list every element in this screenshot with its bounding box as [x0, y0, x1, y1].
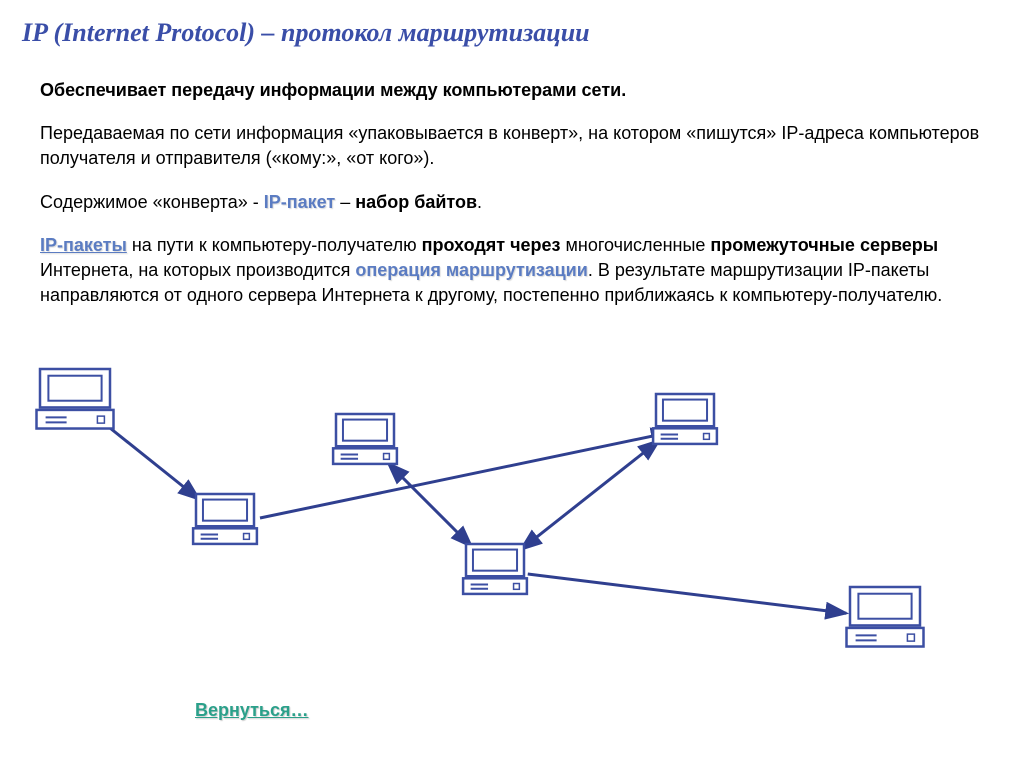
p3-emph: IP-пакет: [264, 192, 335, 212]
p3-mid: –: [335, 192, 355, 212]
p4-b1: проходят через: [422, 235, 561, 255]
computer-icon: [37, 369, 114, 429]
computer-icon: [653, 394, 717, 444]
computer-icon: [463, 544, 527, 594]
p4-t3: Интернета, на которых производится: [40, 260, 355, 280]
para-4: IP-пакеты на пути к компьютеру-получател…: [40, 233, 984, 309]
computer-icon: [847, 587, 924, 647]
back-link[interactable]: Вернуться…: [195, 700, 309, 721]
p3-bold: набор байтов: [355, 192, 477, 212]
title-part1: IP (Internet Protocol) –: [22, 18, 275, 47]
title-part2: протокол маршрутизации: [281, 18, 590, 47]
para-1: Обеспечивает передачу информации между к…: [40, 78, 984, 103]
diagram-edge: [521, 440, 659, 549]
diagram-edge: [105, 424, 199, 499]
p3-pre: Содержимое «конверта» -: [40, 192, 264, 212]
p4-emph2: операция маршрутизации: [355, 260, 587, 280]
p4-emph1: IP-пакеты: [40, 235, 127, 255]
network-diagram: [0, 360, 1024, 690]
para-3: Содержимое «конверта» - IP-пакет – набор…: [40, 190, 984, 215]
page-title: IP (Internet Protocol) – протокол маршру…: [0, 0, 1024, 48]
computer-icon: [193, 494, 257, 544]
p3-end: .: [477, 192, 482, 212]
diagram-edge: [528, 574, 847, 613]
p4-t2: многочисленные: [561, 235, 711, 255]
diagram-edge: [260, 432, 672, 518]
para-2: Передаваемая по сети информация «упаковы…: [40, 121, 984, 171]
p4-t1: на пути к компьютеру-получателю: [127, 235, 422, 255]
content-body: Обеспечивает передачу информации между к…: [0, 48, 1024, 308]
p4-b2: промежуточные серверы: [710, 235, 938, 255]
computer-icon: [333, 414, 397, 464]
